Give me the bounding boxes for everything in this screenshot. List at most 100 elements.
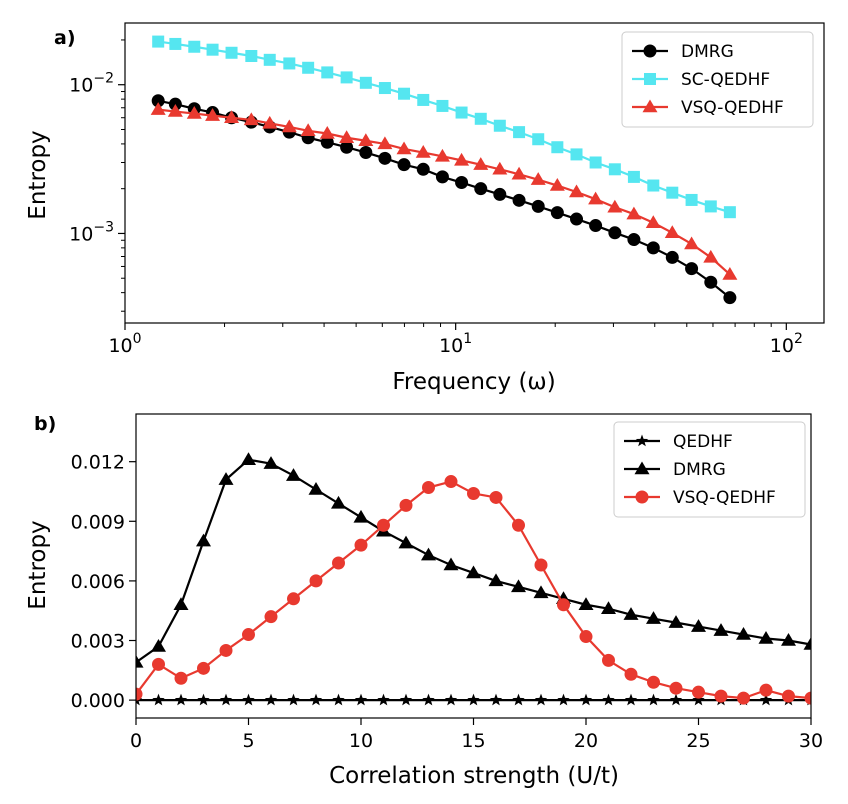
panel-a-series-sc-qedhf-point (647, 179, 660, 192)
panel-a-series-vsq-qedhf-point (454, 152, 470, 166)
panel-b-series-dmrg-point (308, 482, 324, 495)
panel-a-series-vsq-qedhf-point (300, 123, 316, 137)
panel-a-series-sc-qedhf-point (608, 163, 621, 176)
panel-b-series-vsq-qedhf-point (804, 691, 811, 705)
panel-a-series-vsq-qedhf-point (626, 206, 642, 220)
panel-a-series-sc-qedhf-point (359, 76, 372, 89)
panel-a-series-vsq-qedhf-point (224, 110, 240, 123)
panel-b-series-vsq-qedhf-point (579, 630, 593, 644)
panel-a-x-tick-label: 102 (770, 331, 803, 357)
panel-b-series-qedhf-point (579, 693, 593, 706)
panel-b-series-vsq-qedhf-point (399, 498, 413, 512)
panel-a-legend-dmrg-marker (643, 44, 657, 58)
panel-b-x-tick-label: 30 (799, 730, 823, 752)
panel-a-series-vsq-qedhf-point (358, 133, 374, 147)
panel-a-series-dmrg-point (397, 158, 411, 172)
panel-a-series-sc-qedhf-point (436, 99, 449, 112)
panel-b-series-qedhf-point (354, 693, 368, 706)
panel-a-series-vsq-qedhf-point (281, 119, 297, 133)
panel-a-series-vsq-qedhf-point (722, 266, 738, 280)
panel-b-series-qedhf-point (242, 693, 255, 706)
panel-a-series-dmrg-point (665, 250, 679, 264)
panel-b-series-dmrg-point (623, 607, 639, 620)
panel-b-x-tick-label: 10 (349, 730, 373, 752)
panel-a-series-sc-qedhf-point (570, 148, 583, 161)
panel-a-series-sc-qedhf-point (455, 106, 468, 119)
panel-a-series-vsq-qedhf-point (549, 178, 565, 191)
panel-a-series-dmrg-point (608, 226, 622, 240)
panel-b-series-qedhf-point (332, 693, 345, 706)
panel-b-series-qedhf-point (264, 693, 278, 706)
panel-a-series-vsq-qedhf-point (243, 112, 259, 126)
panel-b-series-dmrg-point (286, 468, 301, 481)
panel-a-series-sc-qedhf-point (493, 119, 506, 132)
panel-b-series-qedhf-point (377, 693, 390, 706)
panel-a-series-dmrg-point (359, 146, 373, 160)
panel-a-series-dmrg-point (704, 275, 718, 289)
panel-b-series-dmrg-point (398, 535, 414, 549)
panel-a-series-sc-qedhf-point (263, 53, 276, 66)
panel-b: b) 0 5 10 15 20 25 30 0.000 0.003 0.006 0.009 0.012… (25, 413, 823, 789)
panel-a-series-vsq-qedhf-point (377, 136, 393, 150)
panel-a-series-sc-qedhf-point (589, 156, 602, 169)
panel-b-x-tick-label: 0 (130, 730, 142, 752)
panel-a-legend-frame (621, 31, 814, 128)
panel-b-series-vsq-qedhf-point (737, 691, 750, 705)
panel-a-series-sc-qedhf-point (302, 61, 315, 74)
panel-a-series-dmrg-point (589, 219, 603, 233)
panel-b-series-vsq-qedhf-point (669, 681, 683, 695)
panel-b-series-dmrg-point (691, 619, 706, 632)
panel-b-series-dmrg-point (263, 456, 279, 469)
panel-b-series-dmrg-point (241, 452, 256, 465)
panel-a-series-vsq-qedhf-line (158, 108, 731, 276)
panel-b-series-vsq-qedhf-point (602, 653, 615, 667)
panel-a-label: a) (54, 27, 76, 49)
panel-a-series-sc-qedhf-point (152, 35, 165, 48)
panel-a-series-dmrg-line (157, 99, 731, 299)
panel-b-series-vsq-qedhf-point (264, 610, 278, 624)
panel-a-series-vsq-qedhf-point (339, 130, 355, 144)
panel-a-series-vsq-qedhf-point (205, 108, 221, 121)
panel-a-series-vsq-qedhf-point (434, 148, 450, 162)
panel-a-series-vsq-qedhf-point (645, 215, 661, 229)
panel-a-series-sc-qedhf-point (474, 112, 487, 125)
panel-a-plot-area: 100 101 102 10−3 10−2 DMRG SC-QEDHF VSQ-QEDHF (69, 22, 825, 357)
panel-b-y-tick-label: 0.000 (71, 690, 125, 712)
panel-b-series-dmrg-point (758, 631, 774, 644)
panel-a-series-dmrg-point (550, 206, 564, 220)
panel-a-series-sc-qedhf-point (169, 37, 182, 50)
panel-b-series-qedhf-point (309, 693, 323, 706)
panel-a-axes-frame (124, 22, 825, 324)
panel-a-series-sc-qedhf-point (225, 46, 238, 59)
panel-a-series-dmrg-point (723, 291, 737, 305)
panel-a-series-sc-qedhf-point (551, 141, 564, 154)
panel-b-series-dmrg-point (421, 547, 436, 561)
panel-b-series-vsq-qedhf-point (136, 687, 143, 701)
panel-b-series-dmrg-point (196, 533, 211, 547)
panel-a-legend-dmrg-label: DMRG (681, 42, 734, 62)
panel-b-series-dmrg-point (173, 597, 189, 610)
panel-b-series-dmrg-point (736, 627, 751, 640)
panel-b-series-dmrg-point (781, 633, 796, 646)
panel-a-series-dmrg-point (646, 241, 660, 255)
panel-b-series-vsq-qedhf-point (782, 689, 795, 703)
panel-b-series-vsq-qedhf-point (534, 558, 548, 572)
panel-b-series-vsq-qedhf-point (467, 486, 480, 500)
panel-a-series-vsq-qedhf-point (569, 184, 585, 198)
panel-a-series-vsq-qedhf-point (396, 141, 412, 155)
panel-b-series-qedhf-point (557, 693, 570, 706)
panel-a-series-dmrg-point (627, 233, 641, 247)
panel-b-x-tick-label: 15 (461, 730, 485, 752)
panel-a-series-vsq-qedhf-point (150, 102, 166, 115)
panel-a: a) 100 101 102 10−3 10−2 DMRG SC-QEDHF VSQ-QEDH… (25, 22, 825, 395)
panel-b-series-vsq-qedhf-point (714, 689, 728, 703)
panel-a-legend-sc-qedhf-label: SC-QEDHF (681, 70, 770, 90)
panel-b-series-vsq-qedhf-point (287, 592, 300, 606)
panel-b-legend: QEDHF DMRG VSQ-QEDHF (613, 421, 806, 518)
panel-b-legend-qedhf-marker (635, 434, 649, 447)
panel-b-series-qedhf-point (489, 693, 503, 706)
panel-b-series-qedhf-point (399, 693, 413, 706)
panel-a-series-sc-qedhf-point (723, 206, 736, 219)
panel-b-legend-vsq-qedhf-label: VSQ-QEDHF (673, 488, 776, 508)
panel-a-series-dmrg-point (416, 162, 430, 176)
